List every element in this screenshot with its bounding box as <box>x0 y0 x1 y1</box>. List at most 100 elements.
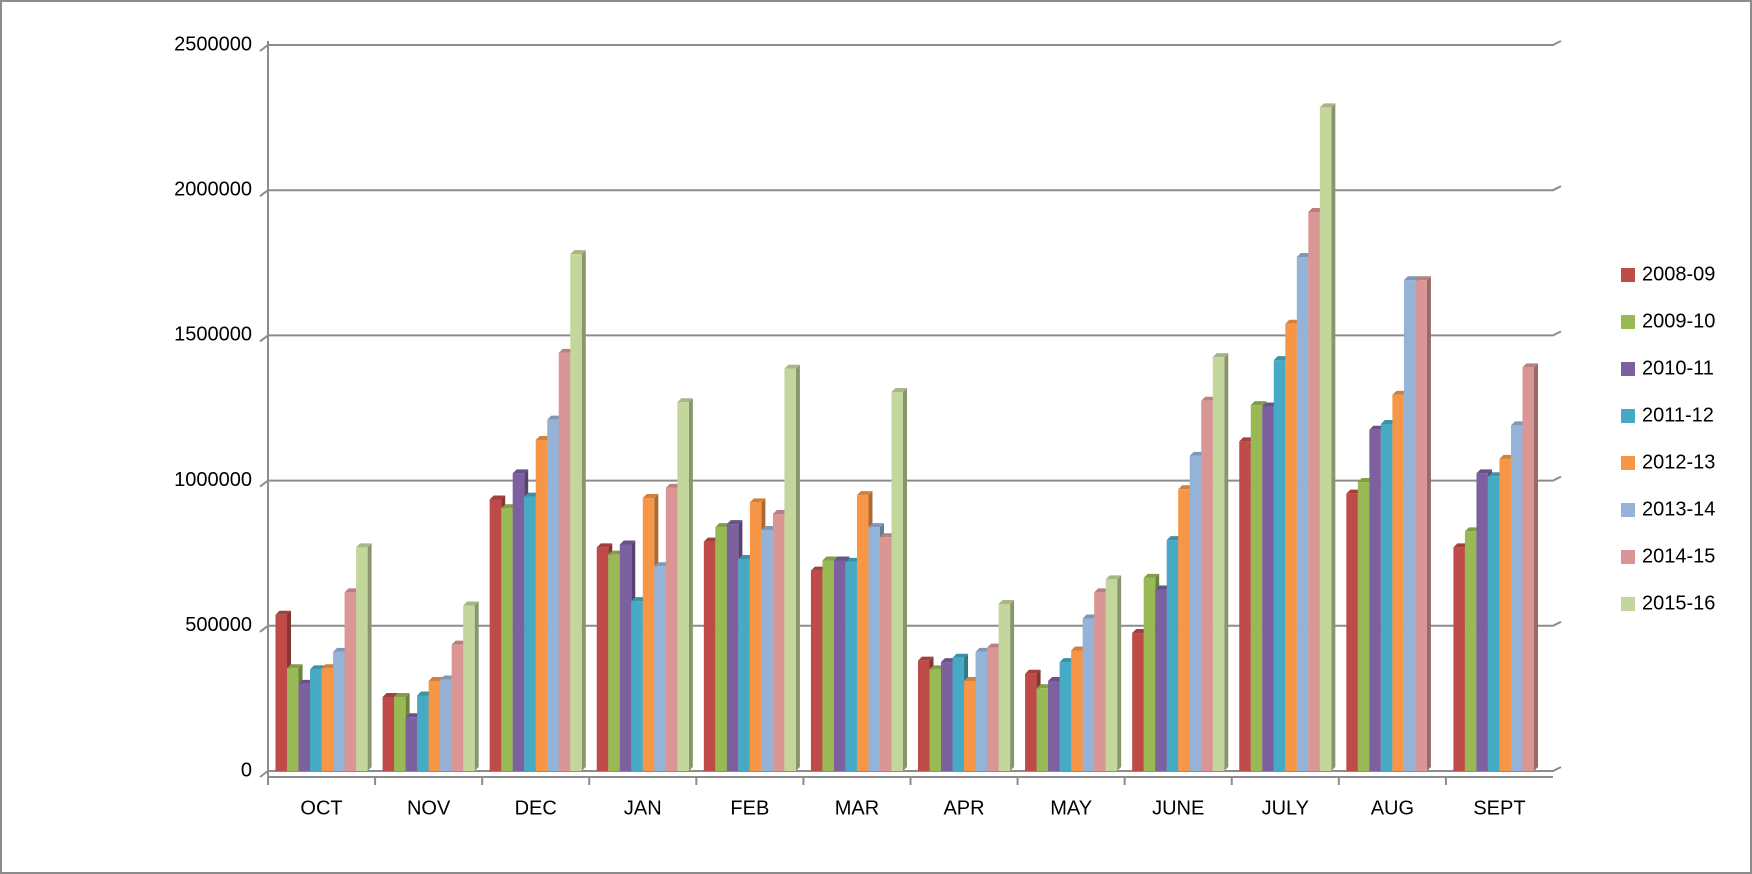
bar-side <box>1117 575 1122 771</box>
bar-side <box>474 601 479 771</box>
legend-swatch <box>1621 315 1635 329</box>
bar <box>298 683 311 771</box>
bar <box>1380 423 1393 771</box>
legend-label: 2011-12 <box>1642 404 1714 426</box>
bar <box>1510 425 1523 771</box>
bar-top <box>1403 276 1420 281</box>
bar <box>1189 455 1202 771</box>
bar-top <box>822 556 838 561</box>
bar-top <box>1476 469 1492 474</box>
bar <box>833 560 846 771</box>
bar <box>975 651 988 771</box>
x-tick-label: MAY <box>1050 797 1092 819</box>
bar-top <box>489 495 506 500</box>
bar-side <box>1331 103 1336 772</box>
bar-top <box>952 653 969 658</box>
legend-swatch <box>1621 550 1635 564</box>
bar-top <box>917 656 934 661</box>
bar-top <box>463 601 479 606</box>
bar <box>608 554 620 771</box>
bar <box>1250 405 1263 771</box>
bar-top <box>784 364 800 369</box>
bar <box>856 495 869 771</box>
bar-top <box>394 692 410 697</box>
bar <box>1273 360 1286 771</box>
bar-top <box>570 250 586 255</box>
bar <box>1285 323 1297 771</box>
bar-side <box>1533 363 1538 771</box>
bar <box>405 717 418 771</box>
bar <box>1094 592 1106 771</box>
bar-top <box>1415 276 1431 281</box>
legend-swatch <box>1621 268 1635 282</box>
bar <box>761 529 773 771</box>
x-tick-label: DEC <box>515 797 557 819</box>
x-tick-label: SEPT <box>1473 797 1525 819</box>
bar <box>1499 458 1511 771</box>
bar-side <box>795 364 800 771</box>
bar-top <box>1212 353 1229 358</box>
bar <box>501 508 513 771</box>
bar <box>596 547 609 771</box>
bar <box>1319 107 1332 772</box>
bar <box>822 560 834 771</box>
bar <box>1059 662 1072 771</box>
bar <box>726 524 739 771</box>
bar-top <box>382 692 399 697</box>
bar <box>1522 367 1534 771</box>
bar-top <box>1105 575 1122 580</box>
x-tick-label: JUNE <box>1152 797 1204 819</box>
y-tick-label: 2500000 <box>174 33 252 55</box>
y-tick-label: 2000000 <box>174 178 252 200</box>
bar <box>1082 618 1095 771</box>
bar-side <box>688 398 693 771</box>
bar <box>275 614 288 771</box>
bar <box>784 368 796 771</box>
bar <box>749 502 762 771</box>
grid-line <box>259 620 1562 633</box>
bar <box>642 498 655 771</box>
bar <box>1036 688 1049 771</box>
bar <box>987 647 999 771</box>
bar <box>287 668 299 771</box>
x-tick-label: JULY <box>1262 797 1309 819</box>
bar <box>1487 476 1500 771</box>
legend-label: 2009-10 <box>1642 310 1715 332</box>
bar <box>535 439 548 771</box>
bar <box>619 544 632 771</box>
legend-swatch <box>1621 503 1635 517</box>
y-tick-label: 500000 <box>185 614 252 636</box>
bar <box>952 657 965 771</box>
bar <box>310 669 322 771</box>
bar <box>998 604 1011 771</box>
bar <box>1143 577 1156 771</box>
bar <box>654 566 666 771</box>
x-tick-label: AUG <box>1371 797 1414 819</box>
x-tick-label: FEB <box>730 797 769 819</box>
bar <box>677 402 689 771</box>
bar <box>1453 547 1465 771</box>
bar <box>772 513 785 771</box>
bar-top <box>856 491 873 496</box>
bar-side <box>581 250 586 771</box>
legend-label: 2014-15 <box>1642 545 1715 567</box>
grid-line <box>259 766 1562 778</box>
bar <box>879 537 892 771</box>
bar <box>1357 482 1370 771</box>
legend-label: 2008-09 <box>1642 263 1715 285</box>
bar <box>1308 211 1320 772</box>
grid-line <box>259 40 1562 52</box>
bar <box>1346 493 1358 771</box>
bar <box>558 352 571 771</box>
bar <box>417 695 429 771</box>
grid-line <box>259 330 1562 343</box>
bar-side <box>367 543 372 771</box>
bar <box>333 651 345 771</box>
bar <box>715 527 727 771</box>
bar-top <box>275 610 292 615</box>
x-tick-label: APR <box>943 797 984 819</box>
grid-line <box>259 185 1562 197</box>
bar <box>321 668 334 771</box>
